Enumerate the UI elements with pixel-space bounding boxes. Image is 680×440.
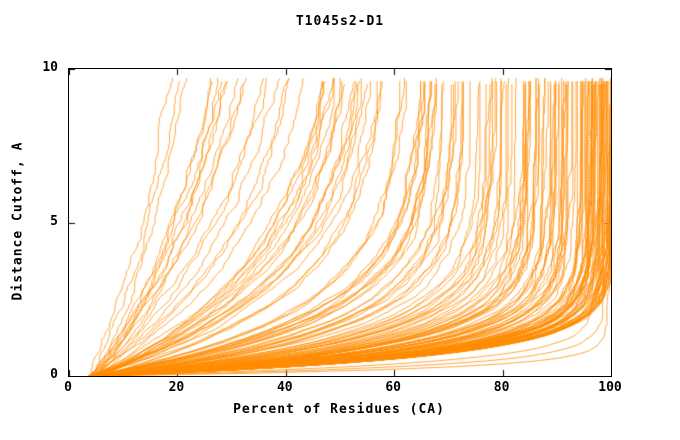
y-tick-label: 5 [50, 213, 58, 229]
plot-area [68, 68, 612, 377]
x-axis-label: Percent of Residues (CA) [233, 402, 445, 417]
y-tick-label: 10 [42, 60, 58, 75]
x-tick-label: 100 [598, 380, 622, 395]
y-tick-label: 0 [50, 367, 58, 382]
x-tick-label: 40 [276, 380, 293, 395]
x-tick-label: 0 [64, 380, 72, 395]
chart-title: T1045s2-D1 [295, 14, 385, 29]
curves-canvas [69, 69, 611, 376]
x-tick-label: 20 [168, 380, 185, 395]
x-tick-label: 60 [385, 380, 402, 395]
x-tick-label: 80 [493, 380, 510, 395]
